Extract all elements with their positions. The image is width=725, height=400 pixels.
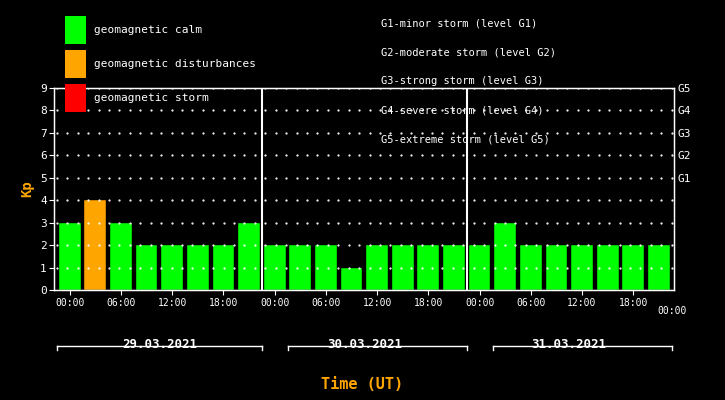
Bar <box>366 245 388 290</box>
Text: G2-moderate storm (level G2): G2-moderate storm (level G2) <box>381 47 555 57</box>
Text: G5-extreme storm (level G5): G5-extreme storm (level G5) <box>381 135 550 145</box>
Bar <box>443 245 465 290</box>
Bar <box>597 245 618 290</box>
Text: geomagnetic calm: geomagnetic calm <box>94 25 202 35</box>
Bar <box>136 245 157 290</box>
Bar <box>648 245 670 290</box>
Text: geomagnetic storm: geomagnetic storm <box>94 93 209 103</box>
Bar <box>418 245 439 290</box>
Bar <box>162 245 183 290</box>
Bar <box>110 223 132 290</box>
Bar <box>187 245 209 290</box>
Text: G4-severe storm (level G4): G4-severe storm (level G4) <box>381 106 543 116</box>
Bar <box>315 245 337 290</box>
Bar <box>212 245 234 290</box>
Text: 31.03.2021: 31.03.2021 <box>531 338 607 351</box>
Bar <box>341 268 362 290</box>
Text: geomagnetic disturbances: geomagnetic disturbances <box>94 59 256 69</box>
Y-axis label: Kp: Kp <box>20 181 34 197</box>
Text: 00:00: 00:00 <box>657 306 687 316</box>
Bar <box>392 245 414 290</box>
Bar <box>622 245 644 290</box>
Bar <box>571 245 593 290</box>
Text: 30.03.2021: 30.03.2021 <box>327 338 402 351</box>
Text: G3-strong storm (level G3): G3-strong storm (level G3) <box>381 76 543 86</box>
Bar <box>59 223 80 290</box>
Bar <box>289 245 311 290</box>
Text: Time (UT): Time (UT) <box>321 377 404 392</box>
Text: G1-minor storm (level G1): G1-minor storm (level G1) <box>381 18 537 28</box>
Bar <box>520 245 542 290</box>
Text: 29.03.2021: 29.03.2021 <box>122 338 197 351</box>
Bar <box>264 245 286 290</box>
Bar <box>545 245 567 290</box>
Bar <box>238 223 260 290</box>
Bar <box>468 245 491 290</box>
Bar <box>85 200 107 290</box>
Bar <box>494 223 516 290</box>
